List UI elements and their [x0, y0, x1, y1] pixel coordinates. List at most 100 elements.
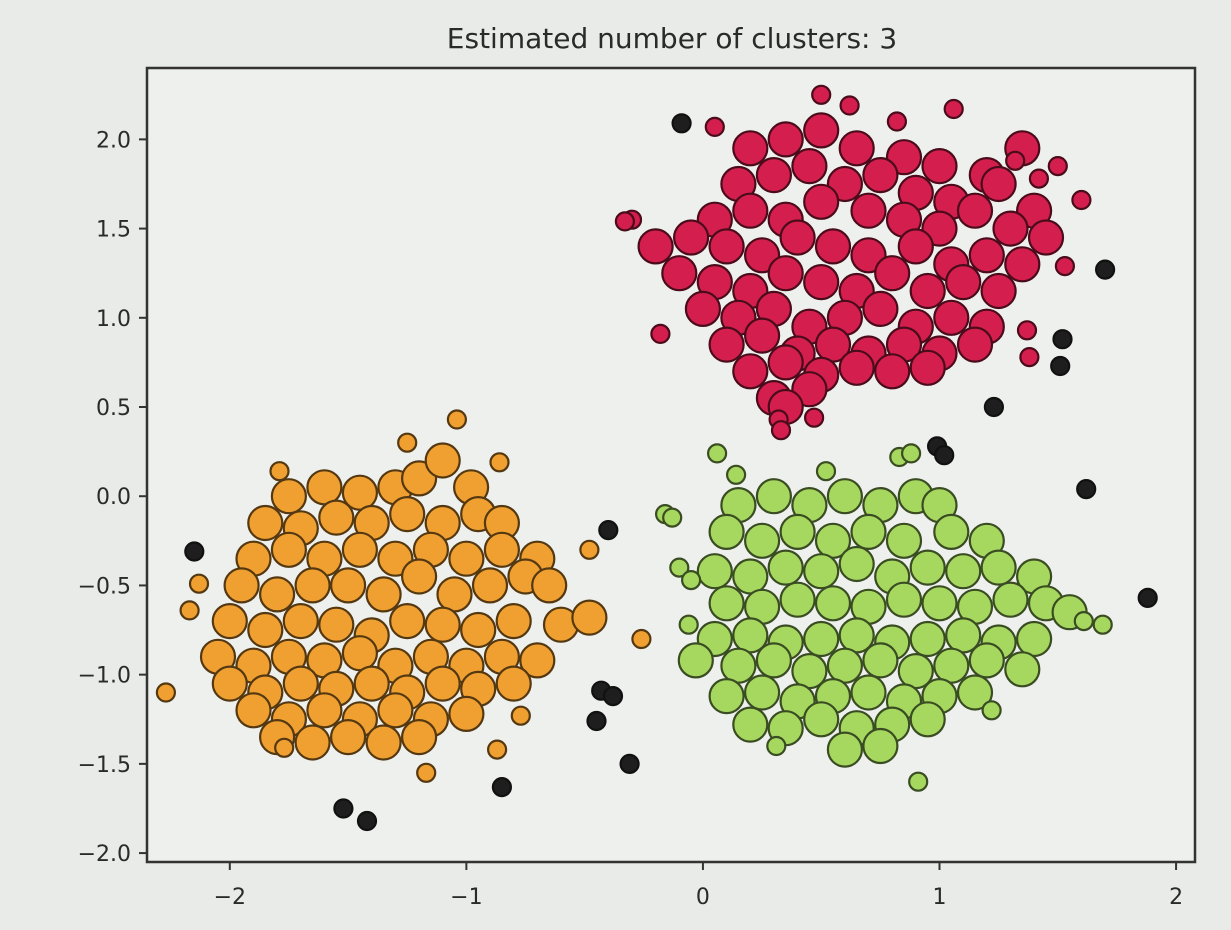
data-point	[767, 344, 804, 381]
data-point	[934, 445, 955, 466]
data-point	[401, 718, 438, 756]
data-point	[397, 432, 418, 453]
data-point	[839, 95, 860, 116]
data-point	[650, 323, 671, 344]
data-point	[766, 735, 787, 757]
data-point	[779, 513, 816, 551]
data-point	[815, 461, 837, 482]
data-point	[943, 98, 964, 120]
data-point	[838, 545, 875, 583]
data-point	[732, 558, 769, 595]
data-point	[909, 549, 946, 586]
data-point	[602, 685, 624, 707]
data-point	[510, 705, 531, 726]
data-point	[708, 326, 745, 363]
data-point	[826, 647, 864, 684]
data-point	[803, 701, 840, 738]
data-point	[803, 553, 840, 590]
data-point	[1028, 168, 1050, 189]
data-point	[155, 682, 176, 703]
data-point	[678, 614, 699, 635]
data-point	[377, 692, 414, 729]
data-point	[483, 531, 520, 568]
data-point	[662, 507, 683, 528]
data-point	[341, 531, 378, 568]
data-point	[968, 642, 1005, 679]
data-point	[743, 317, 781, 354]
y-tick-label: −0.5	[78, 574, 131, 599]
data-point	[259, 576, 296, 613]
data-point	[1015, 620, 1053, 658]
data-point	[179, 600, 200, 621]
data-point	[1027, 219, 1065, 256]
data-point	[826, 478, 864, 515]
data-point	[850, 192, 887, 229]
data-point	[1054, 256, 1076, 277]
data-point	[826, 731, 864, 768]
data-point	[436, 576, 473, 613]
data-point	[356, 810, 378, 832]
data-point	[767, 549, 804, 586]
data-point	[401, 558, 438, 595]
data-point	[838, 130, 875, 167]
data-point	[519, 642, 556, 679]
data-points	[155, 84, 1158, 832]
data-point	[945, 264, 982, 301]
data-point	[677, 642, 714, 679]
data-point	[743, 522, 781, 559]
data-point	[680, 569, 702, 591]
data-point	[365, 724, 402, 761]
data-point	[933, 513, 970, 551]
data-point	[306, 469, 343, 506]
data-point	[933, 299, 970, 336]
data-point	[1073, 610, 1094, 632]
data-point	[732, 353, 769, 390]
x-tick-label: 1	[933, 885, 947, 910]
data-point	[416, 762, 437, 783]
data-point	[270, 478, 307, 515]
data-point	[598, 519, 619, 541]
data-point	[708, 585, 745, 622]
data-point	[696, 553, 733, 590]
data-point	[1052, 329, 1073, 350]
data-point	[755, 157, 793, 194]
data-point	[725, 464, 747, 485]
data-point	[838, 349, 875, 386]
data-point	[874, 353, 911, 390]
data-point	[389, 602, 426, 640]
data-point	[708, 513, 745, 551]
data-point	[992, 210, 1029, 247]
data-point	[531, 567, 568, 604]
x-axis: −2 −1 0 1 2	[214, 862, 1183, 910]
data-point	[862, 642, 899, 679]
data-point	[448, 695, 485, 733]
data-point	[294, 724, 331, 761]
data-point	[921, 585, 958, 622]
data-point	[424, 442, 461, 479]
data-point	[341, 635, 378, 672]
data-point	[720, 647, 757, 684]
data-point	[968, 237, 1005, 274]
y-tick-label: 2.0	[96, 128, 131, 153]
data-point	[330, 718, 367, 756]
data-point	[495, 665, 532, 702]
data-point	[862, 727, 899, 765]
data-point	[684, 290, 722, 327]
data-point	[274, 737, 295, 758]
data-point	[270, 531, 307, 568]
data-point	[1094, 259, 1116, 280]
data-point	[933, 647, 970, 684]
data-point	[862, 157, 899, 194]
data-point	[1005, 150, 1026, 171]
data-point	[235, 692, 272, 729]
data-point	[897, 228, 934, 265]
data-point	[1137, 587, 1158, 609]
data-point	[983, 396, 1005, 418]
data-point	[247, 504, 284, 542]
x-tick-label: 2	[1169, 885, 1183, 910]
data-point	[448, 540, 485, 577]
data-point	[460, 611, 497, 649]
data-point	[850, 674, 887, 711]
data-point	[424, 665, 461, 702]
